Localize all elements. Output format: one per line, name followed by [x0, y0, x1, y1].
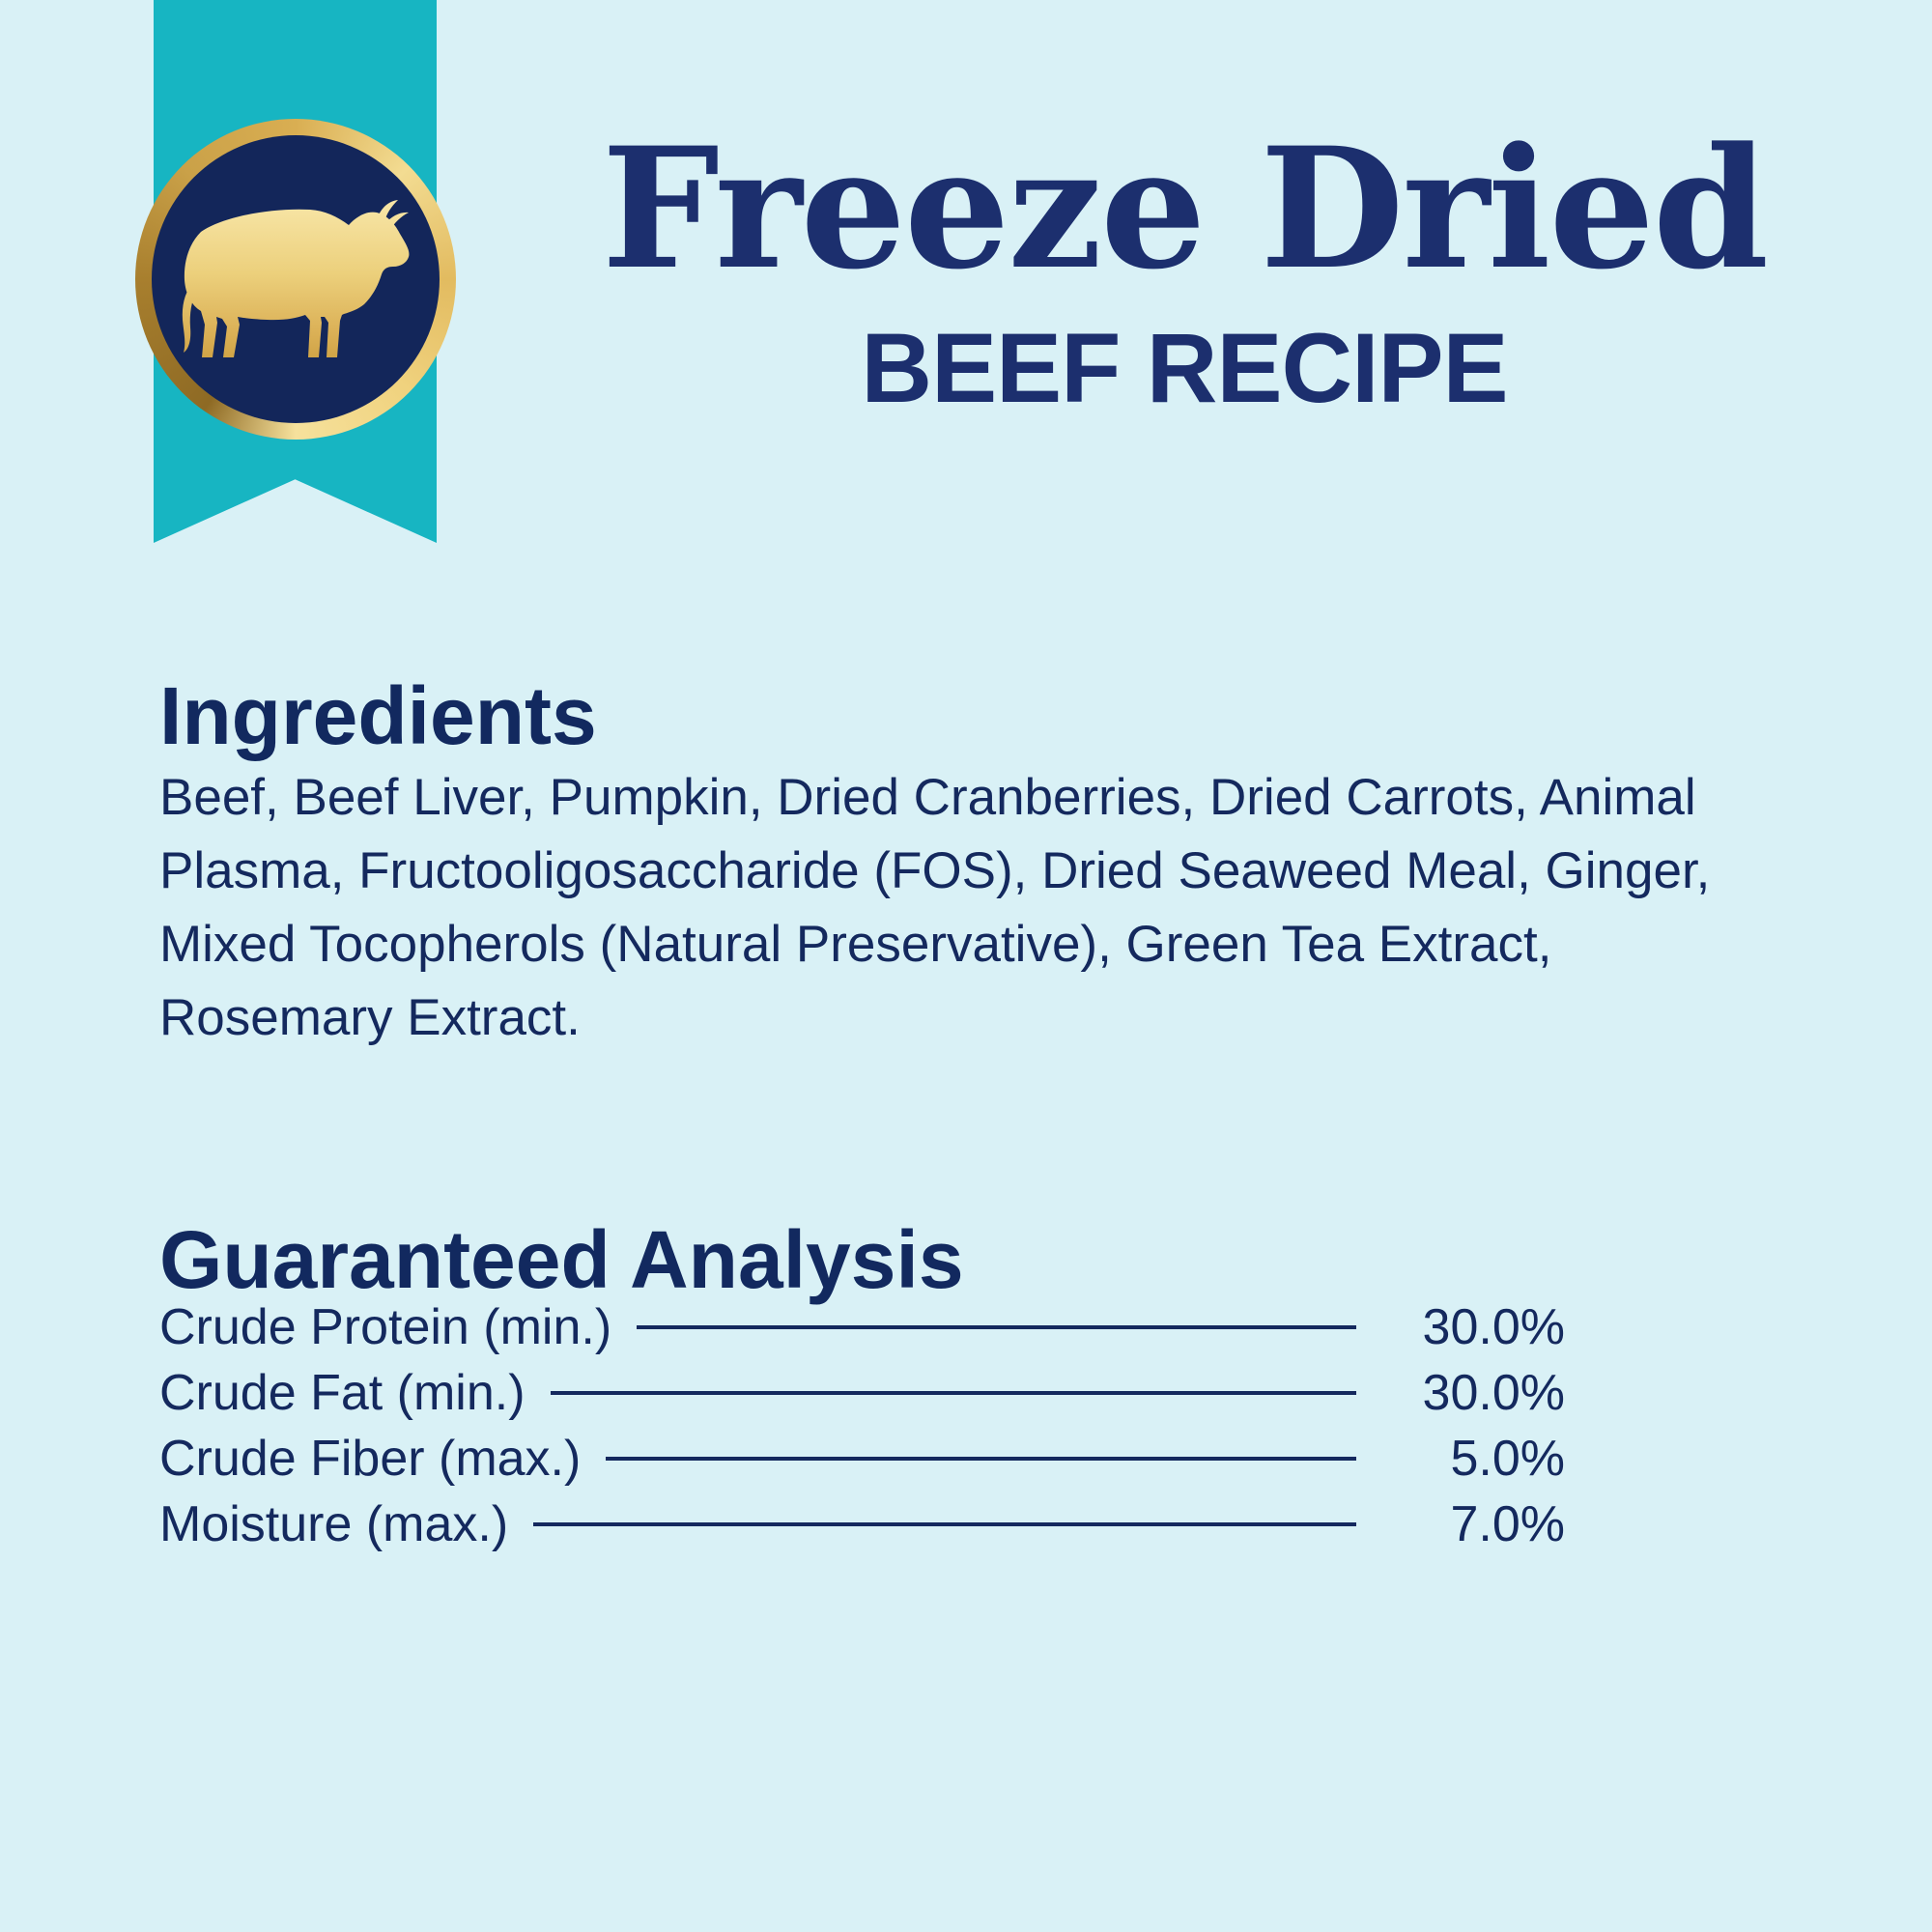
bull-icon: [182, 200, 410, 357]
analysis-row: Crude Fiber (max.) 5.0%: [159, 1426, 1565, 1492]
ingredients-heading: Ingredients: [159, 670, 597, 761]
analysis-row-value: 30.0%: [1422, 1299, 1565, 1355]
ingredient-line: Plasma, Fructooligosaccharide (FOS), Dri…: [159, 842, 1711, 899]
medallion-gold-ring: [135, 119, 456, 440]
ingredients-text: Beef, Beef Liver, Pumpkin, Dried Cranber…: [159, 761, 1710, 1055]
ingredient-line: Beef, Beef Liver, Pumpkin, Dried Cranber…: [159, 769, 1696, 826]
title-block: Freeze Dried BEEF RECIPE: [437, 110, 1932, 423]
analysis-row-label: Crude Protein (min.): [159, 1299, 612, 1355]
analysis-row: Moisture (max.) 7.0%: [159, 1492, 1565, 1557]
analysis-row: Crude Protein (min.) 30.0%: [159, 1294, 1565, 1360]
leader-line: [533, 1522, 1356, 1526]
product-title: Freeze Dried: [601, 110, 1769, 306]
medallion-core: [152, 135, 440, 423]
analysis-row-label: Moisture (max.): [159, 1496, 509, 1552]
analysis-row-value: 30.0%: [1422, 1365, 1565, 1421]
product-subtitle: BEEF RECIPE: [861, 313, 1508, 423]
leader-line: [637, 1325, 1356, 1329]
ingredient-line: Mixed Tocopherols (Natural Preservative)…: [159, 916, 1552, 973]
leader-line: [550, 1391, 1356, 1395]
analysis-row-value: 7.0%: [1450, 1496, 1565, 1552]
leader-line: [606, 1457, 1356, 1461]
analysis-row-label: Crude Fat (min.): [159, 1365, 526, 1421]
ingredient-line: Rosemary Extract.: [159, 989, 581, 1046]
analysis-table: Crude Protein (min.) 30.0% Crude Fat (mi…: [159, 1294, 1565, 1557]
analysis-row-value: 5.0%: [1450, 1431, 1565, 1487]
analysis-heading: Guaranteed Analysis: [159, 1214, 964, 1305]
analysis-row-label: Crude Fiber (max.): [159, 1431, 582, 1487]
analysis-row: Crude Fat (min.) 30.0%: [159, 1360, 1565, 1426]
